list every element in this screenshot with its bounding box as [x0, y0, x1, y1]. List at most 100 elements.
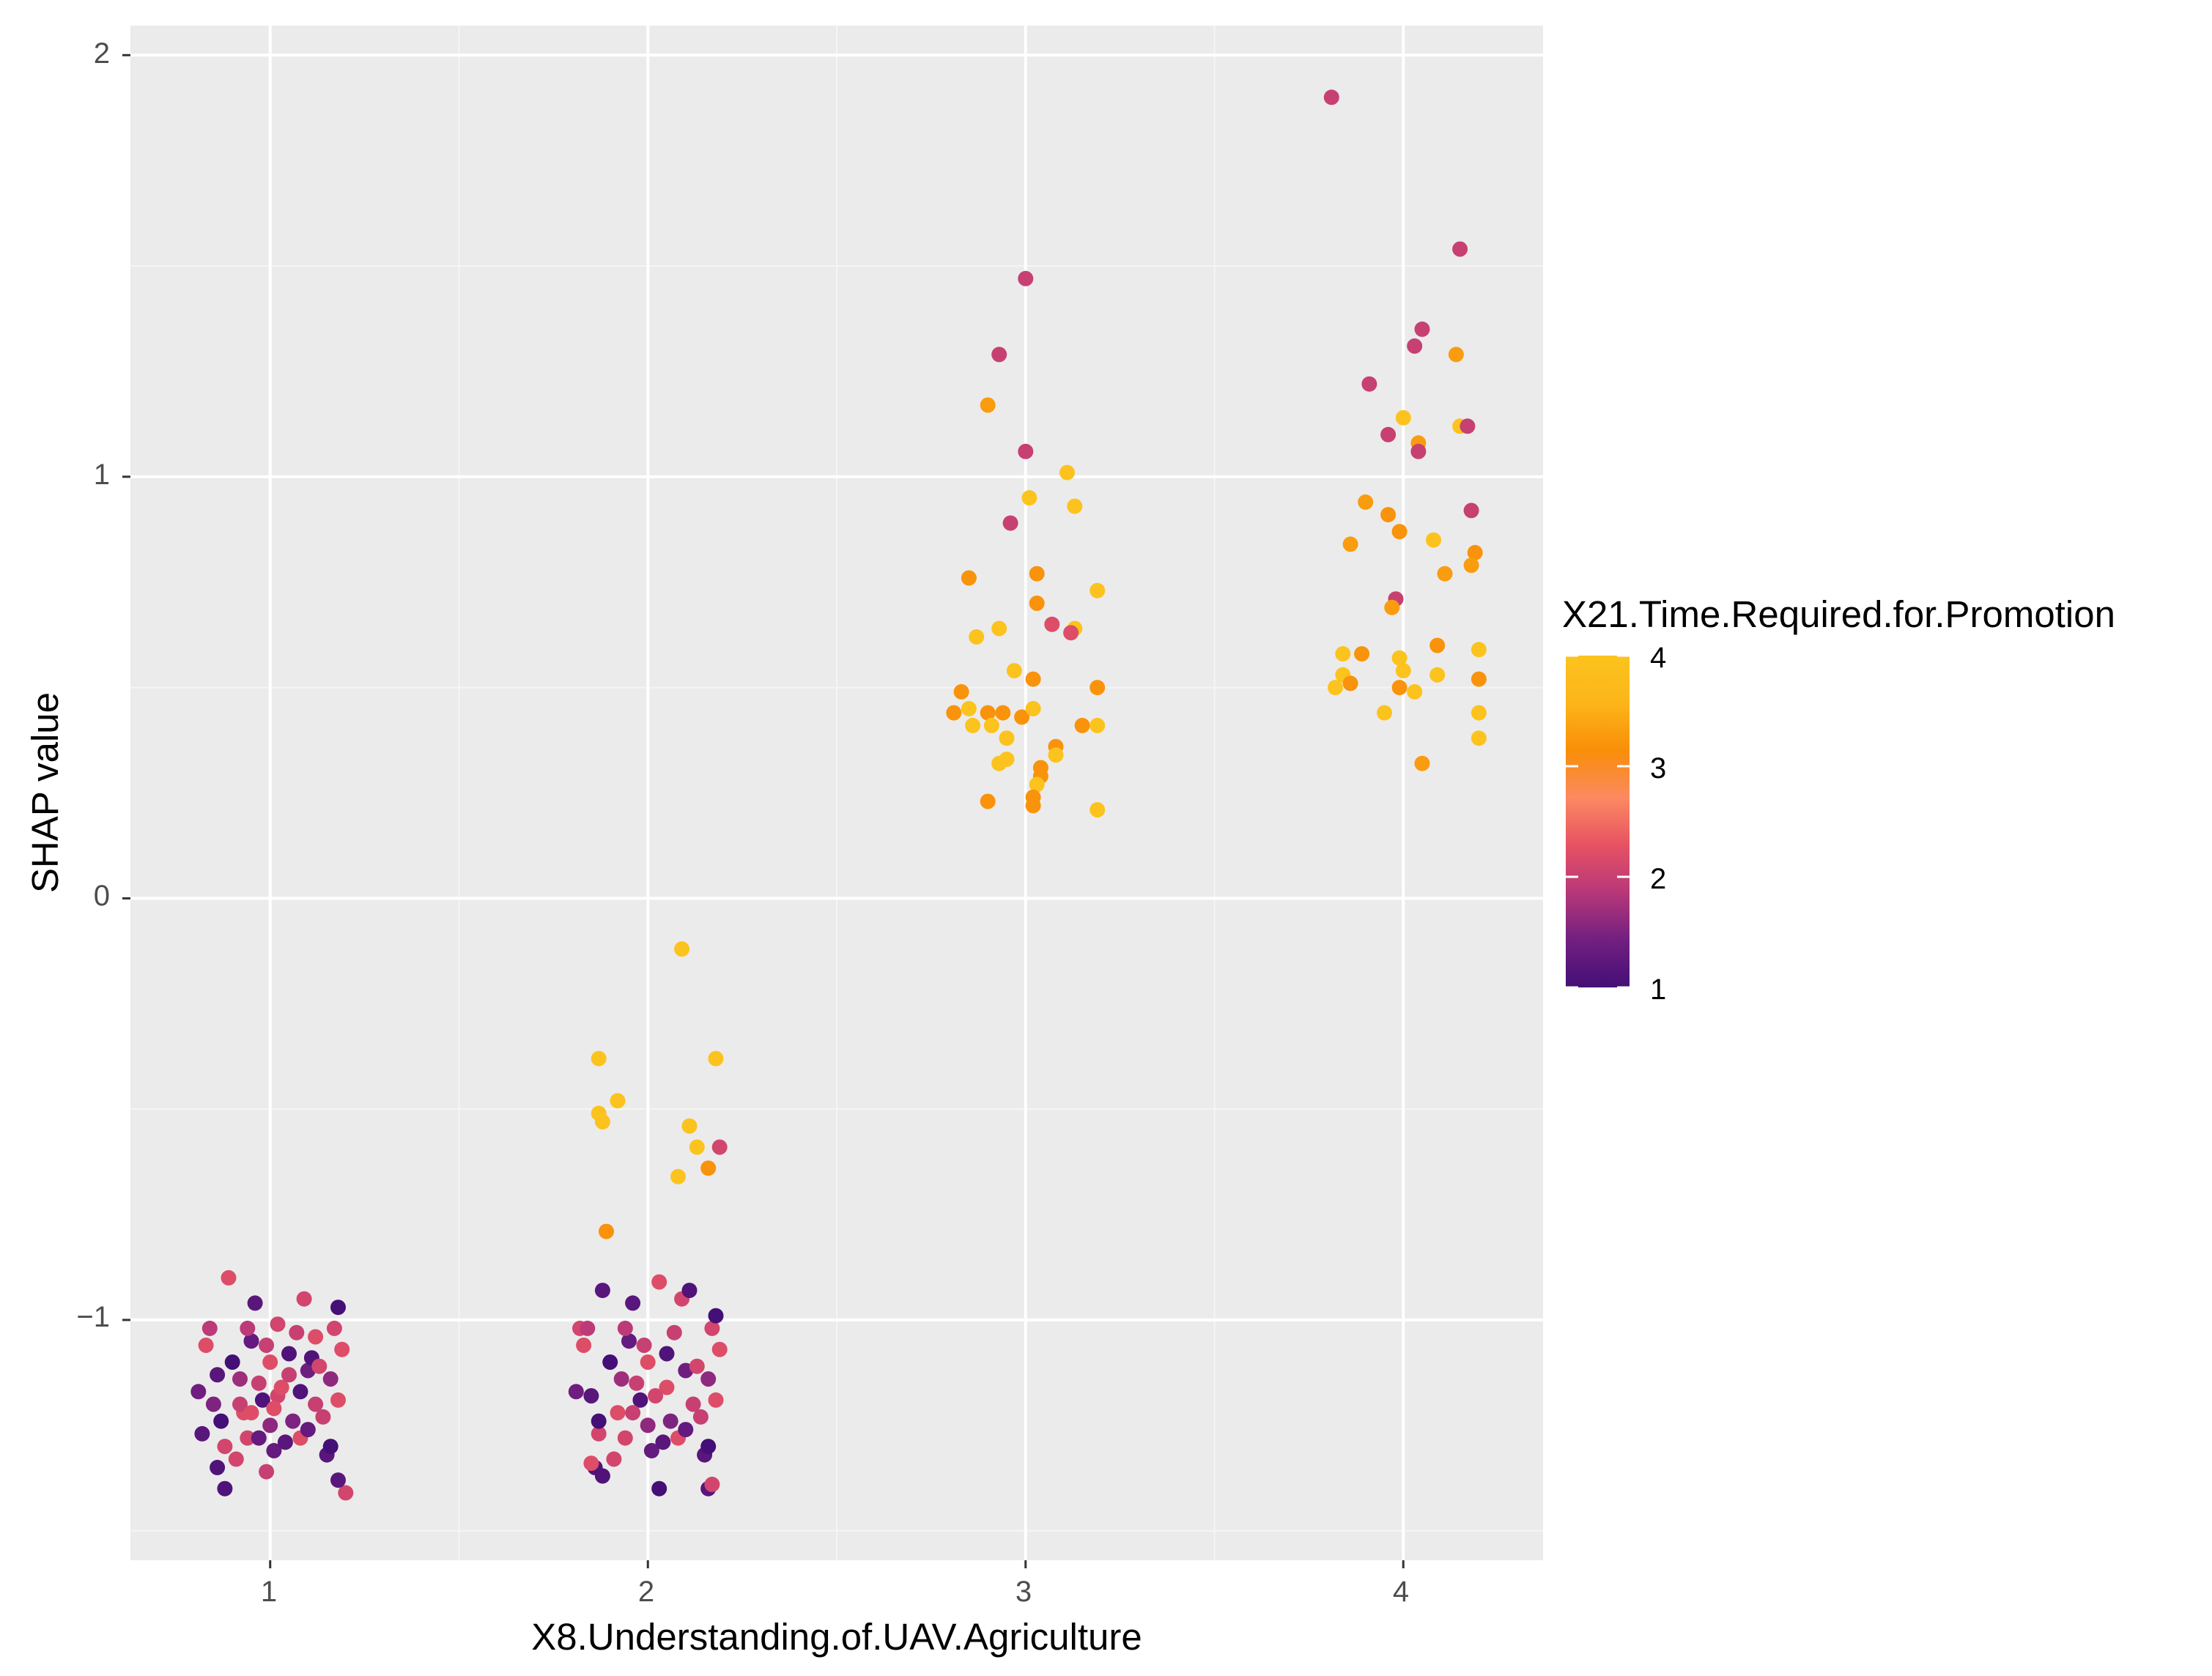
- y-tick-label-2: 2: [94, 37, 110, 70]
- scatter-point: [700, 1371, 717, 1387]
- scatter-point: [991, 755, 1007, 771]
- scatter-point: [330, 1299, 346, 1316]
- scatter-point: [1391, 650, 1408, 666]
- scatter-point: [594, 1283, 610, 1299]
- scatter-point: [700, 1160, 717, 1176]
- scatter-point: [296, 1291, 312, 1307]
- scatter-point: [1429, 667, 1446, 683]
- scatter-point: [1471, 671, 1487, 687]
- x-axis-title: X8.Understanding.of.UAV.Agriculture: [531, 1616, 1142, 1658]
- scatter-point: [602, 1354, 618, 1370]
- scatter-point: [655, 1434, 671, 1450]
- y-tick-label-neg1: −1: [76, 1301, 110, 1333]
- scatter-point: [591, 1425, 607, 1442]
- scatter-point: [191, 1384, 207, 1400]
- scatter-point: [591, 1413, 607, 1429]
- scatter-point: [576, 1338, 592, 1353]
- scatter-point: [308, 1329, 324, 1345]
- scatter-point: [991, 346, 1007, 363]
- scatter-point: [1414, 321, 1430, 337]
- scatter-point: [991, 620, 1007, 637]
- scatter-point: [995, 705, 1011, 721]
- legend-label-3: 3: [1650, 752, 1666, 785]
- scatter-point: [591, 1050, 607, 1067]
- scatter-point: [961, 570, 977, 586]
- scatter-point: [599, 1223, 614, 1239]
- scatter-point: [232, 1396, 248, 1412]
- x-tick-label-1: 1: [261, 1576, 277, 1608]
- scatter-point: [659, 1379, 675, 1395]
- scatter-point: [338, 1485, 354, 1501]
- scatter-point: [1463, 503, 1479, 519]
- scatter-point: [308, 1396, 324, 1412]
- scatter-point: [594, 1468, 610, 1484]
- scatter-point: [640, 1354, 656, 1370]
- scatter-point: [1090, 802, 1106, 817]
- scatter-point: [711, 1341, 728, 1357]
- scatter-point: [262, 1417, 278, 1434]
- y-axis-title: SHAP value: [24, 692, 66, 893]
- scatter-point: [961, 700, 977, 716]
- scatter-point: [311, 1358, 328, 1374]
- scatter-point: [243, 1333, 259, 1349]
- scatter-point: [259, 1338, 275, 1353]
- scatter-point: [946, 705, 962, 721]
- scatter-point: [666, 1324, 682, 1341]
- scatter-point: [681, 1118, 698, 1134]
- scatter-point: [1029, 596, 1045, 611]
- scatter-point: [1463, 557, 1479, 574]
- y-tick-label-0: 0: [94, 880, 110, 912]
- colorbar-legend: X21.Time.Required.for.Promotion 4 3 2 1: [1562, 593, 2115, 1006]
- scatter-point: [583, 1456, 599, 1472]
- scatter-point: [617, 1430, 633, 1446]
- legend-label-1: 1: [1650, 974, 1666, 1006]
- scatter-point: [636, 1338, 652, 1353]
- scatter-point: [711, 1139, 728, 1155]
- scatter-point: [221, 1269, 237, 1286]
- scatter-point: [198, 1338, 214, 1353]
- scatter-point: [1074, 717, 1090, 733]
- scatter-point: [1437, 566, 1453, 582]
- scatter-point: [594, 1113, 610, 1130]
- scatter-point: [254, 1392, 270, 1408]
- scatter-point: [217, 1480, 233, 1497]
- colorbar: [1566, 656, 1630, 987]
- scatter-point: [292, 1384, 308, 1400]
- scatter-point: [1354, 646, 1370, 662]
- colorbar-ticks: [1566, 654, 1630, 989]
- legend-label-4: 4: [1650, 642, 1666, 674]
- scatter-point: [1471, 730, 1487, 746]
- scatter-point: [999, 730, 1015, 746]
- scatter-point: [1414, 755, 1430, 771]
- grid-lines: [130, 26, 1543, 1560]
- scatter-point: [1467, 544, 1483, 560]
- scatter-point: [300, 1422, 316, 1438]
- legend-title: X21.Time.Required.for.Promotion: [1562, 593, 2115, 635]
- scatter-point: [247, 1295, 263, 1311]
- scatter-point: [1395, 409, 1411, 426]
- scatter-point: [1006, 663, 1022, 679]
- scatter-point: [648, 1388, 664, 1404]
- scatter-point: [969, 629, 985, 645]
- scatter-point: [1391, 680, 1408, 696]
- y-tick-label-1: 1: [94, 459, 110, 491]
- scatter-point: [678, 1422, 694, 1438]
- tick-labels: 1 2 3 4 −1 0 1 2: [76, 37, 1409, 1608]
- scatter-point: [251, 1430, 267, 1446]
- scatter-point: [1407, 683, 1423, 700]
- scatter-point: [1021, 490, 1037, 506]
- scatter-point: [708, 1308, 724, 1324]
- scatter-point: [315, 1409, 331, 1425]
- scatter-point: [289, 1324, 305, 1341]
- scatter-point: [243, 1405, 259, 1421]
- scatter-point: [1342, 536, 1358, 552]
- scatter-point: [708, 1392, 724, 1408]
- scatter-point: [659, 1346, 675, 1362]
- scatter-point: [285, 1413, 301, 1429]
- scatter-point: [213, 1413, 229, 1429]
- x-tick-label-2: 2: [638, 1576, 654, 1608]
- scatter-point: [980, 705, 996, 721]
- scatter-point: [692, 1409, 709, 1425]
